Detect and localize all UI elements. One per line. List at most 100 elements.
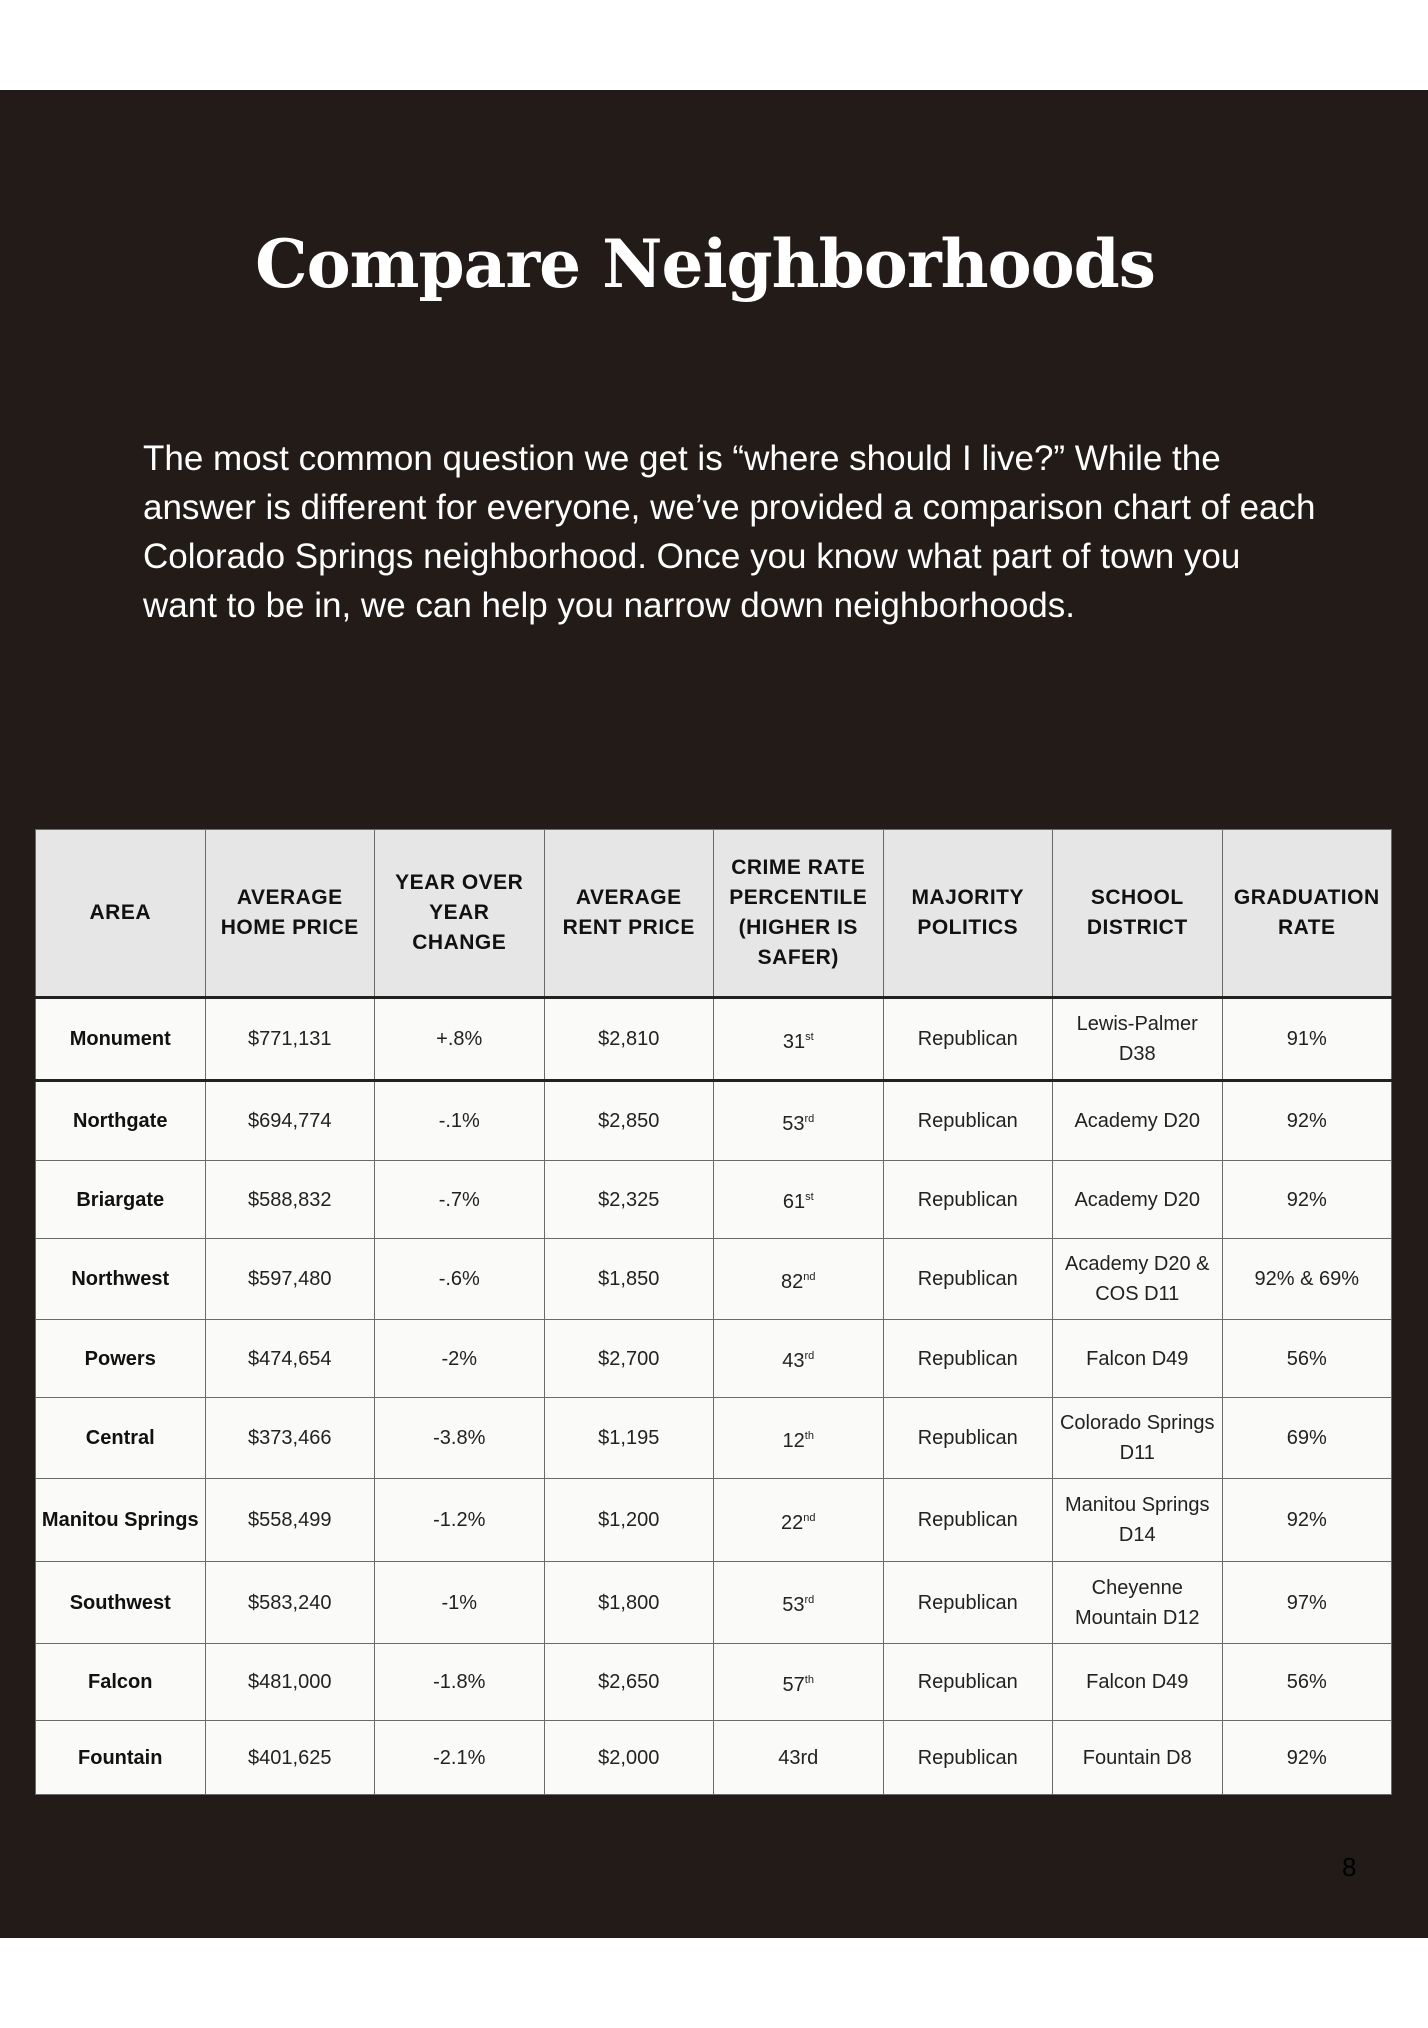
- cell-area: Falcon: [35, 1643, 206, 1721]
- page-number: 8: [1342, 1852, 1357, 1882]
- cell-year-over-year-change: -3.8%: [374, 1397, 545, 1479]
- cell-crime-rate: 12th: [713, 1397, 884, 1479]
- cell-school-district: Academy D20 & COS D11: [1052, 1238, 1223, 1320]
- ordinal-suffix: th: [804, 1673, 814, 1686]
- cell-school-district: Fountain D8: [1052, 1720, 1223, 1795]
- cell-rent-price: $2,850: [543, 1080, 714, 1161]
- cell-rent-price: $2,650: [543, 1643, 714, 1721]
- cell-school-district: Academy D20: [1052, 1080, 1223, 1161]
- cell-school-district: Lewis-Palmer D38: [1052, 997, 1223, 1082]
- cell-home-price: $583,240: [204, 1561, 375, 1644]
- column-header-politics: MAJORITY POLITICS: [882, 829, 1053, 999]
- cell-graduation-rate: 92%: [1221, 1720, 1392, 1795]
- cell-home-price: $588,832: [204, 1160, 375, 1239]
- cell-graduation-rate: 56%: [1221, 1319, 1392, 1398]
- cell-graduation-rate: 91%: [1221, 997, 1392, 1082]
- table-row: Powers $474,654 -2% $2,700 43rd Republican Fal…: [35, 1319, 1392, 1398]
- cell-graduation-rate: 92%: [1221, 1160, 1392, 1239]
- crime-rate-value: 43rd: [778, 1746, 819, 1769]
- table-row: Fountain $401,625 -2.1% $2,000 43rd Republica…: [35, 1720, 1392, 1795]
- ordinal-suffix: st: [805, 1030, 814, 1043]
- table-row: Briargate $588,832 -.7% $2,325 61st Republica…: [35, 1160, 1392, 1239]
- cell-politics: Republican: [882, 997, 1053, 1082]
- cell-area: Powers: [35, 1319, 206, 1398]
- cell-home-price: $771,131: [204, 997, 375, 1082]
- cell-politics: Republican: [882, 1160, 1053, 1239]
- cell-area: Fountain: [35, 1720, 206, 1795]
- column-header-home-price: AVERAGE HOME PRICE: [204, 829, 375, 999]
- cell-rent-price: $1,850: [543, 1238, 714, 1320]
- cell-school-district: Academy D20: [1052, 1160, 1223, 1239]
- ordinal-suffix: rd: [804, 1594, 815, 1606]
- cell-area: Southwest: [35, 1561, 206, 1644]
- cell-home-price: $474,654: [204, 1319, 375, 1398]
- column-header-graduation-rate: GRADUATION RATE: [1221, 829, 1392, 999]
- column-header-crime-rate: CRIME RATE PERCENTILE (HIGHER IS SAFER): [713, 829, 884, 999]
- column-header-year-over-year-change: YEAR OVER YEAR CHANGE: [374, 829, 545, 999]
- crime-rate-value: 53: [782, 1112, 805, 1135]
- table-header-row: AREA AVERAGE HOME PRICE YEAR OVER YEAR CHA…: [35, 829, 1392, 999]
- cell-year-over-year-change: -1%: [374, 1561, 545, 1644]
- cell-home-price: $481,000: [204, 1643, 375, 1721]
- cell-home-price: $401,625: [204, 1720, 375, 1795]
- cell-school-district: Cheyenne Mountain D12: [1052, 1561, 1223, 1644]
- ordinal-suffix: rd: [804, 1112, 815, 1125]
- cell-rent-price: $1,195: [543, 1397, 714, 1479]
- cell-school-district: Falcon D49: [1052, 1643, 1223, 1721]
- crime-rate-value: 53: [782, 1594, 805, 1616]
- ordinal-suffix: th: [804, 1429, 814, 1442]
- cell-area: Manitou Springs: [35, 1478, 206, 1562]
- cell-politics: Republican: [882, 1478, 1053, 1562]
- cell-home-price: $694,774: [204, 1080, 375, 1161]
- cell-politics: Republican: [882, 1238, 1053, 1320]
- cell-rent-price: $2,700: [543, 1319, 714, 1398]
- crime-rate-value: 82: [781, 1270, 804, 1293]
- cell-year-over-year-change: -.7%: [374, 1160, 545, 1239]
- table-row: Central $373,466 -3.8% $1,195 12th Republican…: [35, 1397, 1392, 1479]
- cell-graduation-rate: 69%: [1221, 1397, 1392, 1479]
- cell-area: Northwest: [35, 1238, 206, 1320]
- cell-politics: Republican: [882, 1720, 1053, 1795]
- cell-politics: Republican: [882, 1080, 1053, 1161]
- cell-politics: Republican: [882, 1643, 1053, 1721]
- ordinal-suffix: st: [805, 1191, 814, 1203]
- table-row: Southwest $583,240 -1% $1,800 53rd Republican…: [35, 1561, 1392, 1644]
- table-row: Northwest $597,480 -.6% $1,850 82nd Republica…: [35, 1238, 1392, 1320]
- cell-crime-rate: 82nd: [713, 1238, 884, 1320]
- cell-crime-rate: 43rd: [713, 1720, 884, 1795]
- crime-rate-value: 22: [781, 1511, 804, 1534]
- cell-home-price: $373,466: [204, 1397, 375, 1479]
- column-header-rent-price: AVERAGE RENT PRICE: [543, 829, 714, 999]
- cell-rent-price: $2,810: [543, 997, 714, 1082]
- column-header-school-district: SCHOOL DISTRICT: [1052, 829, 1223, 999]
- cell-graduation-rate: 92%: [1221, 1080, 1392, 1161]
- cell-rent-price: $2,325: [543, 1160, 714, 1239]
- cell-crime-rate: 53rd: [713, 1080, 884, 1161]
- table-row: Manitou Springs $558,499 -1.2% $1,200 22nd Re…: [35, 1478, 1392, 1562]
- cell-area: Central: [35, 1397, 206, 1479]
- crime-rate-value: 12: [782, 1429, 805, 1452]
- cell-home-price: $558,499: [204, 1478, 375, 1562]
- cell-graduation-rate: 56%: [1221, 1643, 1392, 1721]
- cell-politics: Republican: [882, 1319, 1053, 1398]
- ordinal-suffix: nd: [803, 1511, 816, 1524]
- cell-crime-rate: 22nd: [713, 1478, 884, 1562]
- table-row: Falcon $481,000 -1.8% $2,650 57th Republican F…: [35, 1643, 1392, 1721]
- neighborhood-comparison-table: AREA AVERAGE HOME PRICE YEAR OVER YEAR CHA…: [35, 829, 1392, 1795]
- cell-year-over-year-change: -.6%: [374, 1238, 545, 1320]
- cell-school-district: Falcon D49: [1052, 1319, 1223, 1398]
- cell-politics: Republican: [882, 1561, 1053, 1644]
- crime-rate-value: 57: [782, 1673, 805, 1696]
- cell-crime-rate: 31st: [713, 997, 884, 1082]
- cell-year-over-year-change: -1.8%: [374, 1643, 545, 1721]
- cell-area: Monument: [35, 997, 206, 1082]
- table-row: Northgate $694,774 -.1% $2,850 53rd Republica…: [35, 1080, 1392, 1161]
- table-row: Monument $771,131 +.8% $2,810 31st Republican…: [35, 997, 1392, 1082]
- cell-year-over-year-change: -.1%: [374, 1080, 545, 1161]
- cell-school-district: Manitou Springs D14: [1052, 1478, 1223, 1562]
- crime-rate-value: 43: [782, 1350, 805, 1372]
- intro-paragraph: The most common question we get is “wher…: [143, 439, 1316, 625]
- crime-rate-value: 31: [782, 1030, 806, 1053]
- cell-graduation-rate: 92%: [1221, 1478, 1392, 1562]
- cell-crime-rate: 57th: [713, 1643, 884, 1721]
